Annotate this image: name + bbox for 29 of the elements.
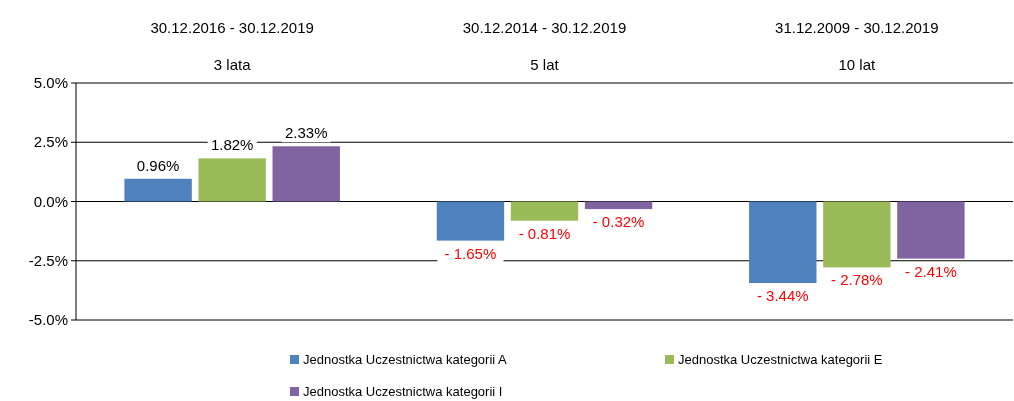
- bar: [897, 201, 965, 259]
- data-label: 0.96%: [136, 156, 180, 174]
- data-label: 1.82%: [210, 136, 254, 154]
- bar: [198, 158, 266, 202]
- legend-label: Jednostka Uczestnictwa kategorii A: [303, 352, 508, 367]
- bar: [823, 201, 891, 268]
- y-tick-label: 0.0%: [33, 192, 68, 210]
- data-label: 2.33%: [284, 124, 328, 142]
- y-tick-label: 5.0%: [33, 74, 68, 91]
- y-tick-label: -2.5%: [28, 251, 68, 269]
- category-label: 30.12.2014 - 30.12.2019 5 lat: [462, 19, 627, 73]
- bar: [749, 201, 817, 284]
- bar: [124, 178, 192, 202]
- bar: [272, 146, 340, 202]
- data-label: - 1.65%: [444, 244, 497, 262]
- bar: [510, 201, 579, 221]
- category-label: 30.12.2016 - 30.12.2019 3 lata: [150, 19, 314, 73]
- bar: [584, 201, 653, 210]
- data-label: - 2.78%: [830, 271, 883, 289]
- data-label: - 2.41%: [905, 262, 957, 280]
- bar: [436, 201, 505, 241]
- data-label: - 0.81%: [518, 224, 571, 242]
- category-label: 31.12.2009 - 30.12.2019 10 lat: [775, 19, 939, 73]
- y-tick-label: -5.0%: [28, 311, 68, 328]
- data-label: - 0.32%: [592, 213, 645, 231]
- y-tick-label: 2.5%: [33, 133, 68, 151]
- legend-label: Jednostka Uczestnictwa kategorii I: [303, 384, 503, 399]
- legend-label: Jednostka Uczestnictwa kategorii E: [678, 352, 883, 367]
- data-label: - 3.44%: [756, 287, 809, 305]
